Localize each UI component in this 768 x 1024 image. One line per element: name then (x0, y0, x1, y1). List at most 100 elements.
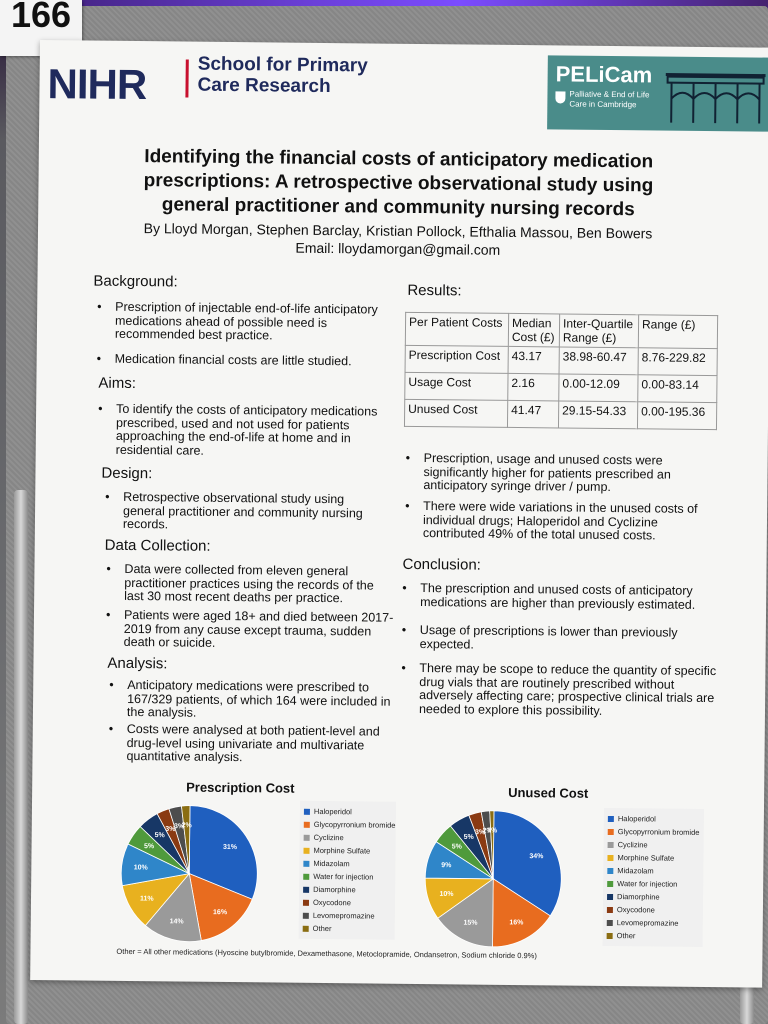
legend-label: Water for injection (617, 879, 678, 889)
table-header: Median Cost (£) (508, 313, 560, 347)
legend-label: Haloperidol (617, 814, 656, 824)
bridge-icon (665, 73, 766, 124)
legend-swatch (607, 816, 614, 823)
conclusion-heading: Conclusion: (402, 555, 482, 574)
legend-label: Oxycodone (616, 905, 655, 915)
legend-label: Midazolam (313, 858, 350, 869)
pie-data-label: 2% (483, 828, 494, 835)
legend-swatch (302, 925, 309, 932)
nihr-subtitle: School for Primary Care Research (197, 54, 367, 98)
legend-label: Diamorphine (617, 892, 660, 902)
pie-data-label: 9% (441, 862, 452, 869)
pelicam-logo: PELiCam Palliative & End of Life Care in… (547, 55, 768, 132)
results-heading: Results: (407, 281, 462, 300)
pie-data-label: 11% (140, 896, 154, 903)
legend-entry: Diamorphine (303, 883, 391, 897)
legend-swatch (303, 873, 310, 880)
legend-entry: Haloperidol (303, 805, 392, 819)
table-cell: 41.47 (507, 400, 559, 428)
pelicam-tagline-line2: Care in Cambridge (569, 99, 637, 110)
design-heading: Design: (101, 464, 153, 483)
table-cell: 0.00-12.09 (558, 373, 639, 402)
legend-entry: Cyclizine (303, 831, 392, 845)
board-pole-left (14, 490, 28, 1024)
pie-data-label: 5% (452, 843, 463, 850)
legend-swatch (303, 821, 310, 828)
legend-swatch (303, 860, 310, 867)
prescription-pie-chart: 31%16%14%11%10%5%5%3%3%2% (120, 805, 258, 942)
pie-data-label: 15% (464, 920, 479, 927)
legend-entry: Levomepromazine (606, 916, 699, 930)
pie-slice-cyclizine (144, 872, 202, 942)
crest-icon (555, 91, 566, 104)
background-bullet-2: Medication financial costs are little st… (115, 352, 385, 369)
legend-swatch (303, 847, 310, 854)
pie-data-label: 5% (144, 843, 155, 850)
legend-swatch (606, 932, 613, 940)
legend-label: Cyclizine (617, 840, 648, 850)
poster: NIHR School for Primary Care Research PE… (30, 40, 768, 988)
legend-entry: Midazolam (303, 857, 391, 871)
table-row: Prescription Cost 43.17 38.98-60.47 8.76… (405, 345, 718, 376)
pie-slice-glycopyrronium-bromide (188, 872, 253, 941)
table-cell: 29.15-54.33 (558, 400, 638, 429)
design-bullet-1: Retrospective observational study using … (123, 490, 388, 534)
nihr-subtitle-line2: Care Research (197, 74, 331, 98)
legend-entry: Glycopyrronium bromide (303, 818, 396, 832)
conclusion-bullet-3: There may be scope to reduce the quantit… (419, 661, 720, 719)
legend-label: Other (616, 931, 636, 941)
legend-swatch (303, 808, 310, 815)
analysis-bullet-1: Anticipatory medications were prescribed… (127, 678, 392, 722)
legend-entry: Cyclizine (607, 838, 700, 852)
legend-entry: Water for injection (607, 877, 699, 891)
legend-entry: Water for injection (303, 870, 391, 884)
legend-label: Levomepromazine (312, 910, 375, 921)
pie-data-label: 5% (155, 832, 166, 839)
pie-slice-glycopyrronium-bromide (492, 878, 551, 948)
legend-swatch (607, 881, 614, 888)
legend-label: Diamorphine (313, 884, 356, 895)
chart-title-unused: Unused Cost (508, 784, 589, 801)
nihr-subtitle-line1: School for Primary (197, 53, 368, 77)
results-table: Per Patient Costs Median Cost (£) Inter-… (404, 312, 718, 430)
prescription-legend: Haloperidol Glycopyrronium bromide Cyclizi… (298, 800, 397, 940)
authors-block: By Lloyd Morgan, Stephen Barclay, Kristi… (98, 219, 698, 261)
legend-entry: Levomepromazine (302, 909, 391, 923)
table-header: Per Patient Costs (405, 312, 509, 347)
pie-slice-other (489, 810, 495, 879)
legend-swatch (302, 899, 310, 906)
pie-slice-haloperidol (188, 805, 258, 900)
conclusion-bullet-1: The prescription and unused costs of ant… (420, 581, 720, 612)
results-bullet-1: Prescription, usage and unused costs wer… (423, 451, 723, 496)
pie-data-label: 3% (165, 826, 176, 833)
pie-data-label: 3% (475, 829, 486, 836)
data-collection-bullet-2: Patients were aged 18+ and died between … (124, 608, 394, 652)
legend-label: Levomepromazine (616, 918, 679, 928)
unused-legend: Haloperidol Glycopyrronium bromide Cyclizi… (602, 807, 704, 947)
legend-swatch (607, 894, 614, 901)
table-header-row: Per Patient Costs Median Cost (£) Inter-… (405, 312, 718, 349)
legend-entry: Other (606, 929, 699, 943)
legend-swatch (606, 907, 613, 914)
table-row: Unused Cost 41.47 29.15-54.33 0.00-195.3… (404, 399, 717, 430)
legend-label: Morphine Sulfate (313, 845, 371, 856)
data-collection-bullet-1: Data were collected from eleven general … (124, 562, 394, 606)
analysis-heading: Analysis: (107, 654, 168, 673)
results-bullet-2: There were wide variations in the unused… (423, 499, 723, 544)
table-cell: Unused Cost (404, 399, 508, 428)
table-header: Inter-Quartile Range (£) (559, 313, 639, 348)
legend-entry: Haloperidol (607, 812, 700, 826)
legend-label: Cyclizine (313, 832, 344, 843)
legend-label: Water for injection (313, 871, 374, 882)
legend-label: Morphine Sulfate (617, 853, 675, 863)
legend-swatch (303, 834, 310, 841)
table-row: Usage Cost 2.16 0.00-12.09 0.00-83.14 (404, 372, 718, 403)
legend-entry: Glycopyrronium bromide (607, 825, 700, 839)
table-cell: 38.98-60.47 (559, 346, 639, 375)
table-cell: Prescription Cost (405, 345, 509, 374)
aims-bullet-1: To identify the costs of anticipatory me… (116, 402, 392, 460)
table-cell: 0.00-83.14 (637, 374, 718, 403)
legend-entry: Morphine Sulfate (303, 844, 391, 858)
table-header: Range (£) (638, 314, 718, 349)
pie-data-label: 14% (170, 918, 185, 925)
